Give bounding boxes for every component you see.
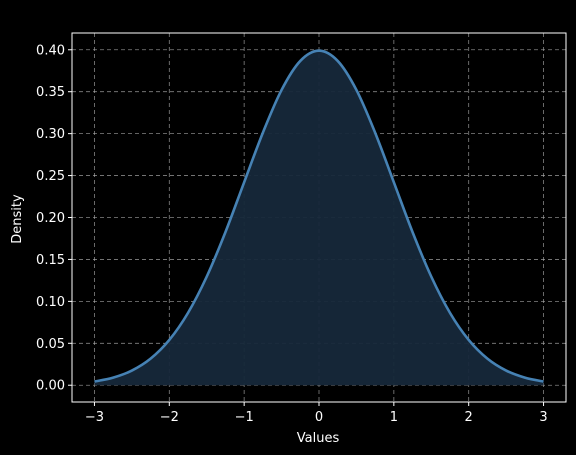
y-tick-label: 0.35 — [36, 85, 65, 100]
y-tick-label: 0.00 — [36, 379, 65, 394]
x-tick-label: 3 — [539, 410, 547, 425]
x-tick-label: 0 — [315, 410, 323, 425]
x-tick-label: −1 — [235, 410, 254, 425]
x-axis-label: Values — [297, 431, 340, 446]
x-tick-label: 1 — [390, 410, 398, 425]
y-ticks: 0.00 0.05 0.10 0.15 0.20 0.25 0.30 0.35 0.40 — [36, 43, 72, 394]
x-tick-label: −2 — [160, 410, 179, 425]
plot-area — [94, 49, 544, 386]
y-tick-label: 0.40 — [36, 43, 65, 58]
y-tick-label: 0.05 — [36, 337, 65, 352]
y-tick-label: 0.30 — [36, 127, 65, 142]
y-tick-label: 0.25 — [36, 169, 65, 184]
density-area — [94, 50, 544, 386]
x-ticks: −3 −2 −1 0 1 2 3 — [85, 402, 548, 425]
x-tick-label: −3 — [85, 410, 104, 425]
y-axis-label: Density — [10, 194, 25, 244]
y-tick-label: 0.20 — [36, 211, 65, 226]
y-tick-label: 0.15 — [36, 253, 65, 268]
x-tick-label: 2 — [465, 410, 473, 425]
y-tick-label: 0.10 — [36, 295, 65, 310]
density-line — [94, 49, 544, 383]
